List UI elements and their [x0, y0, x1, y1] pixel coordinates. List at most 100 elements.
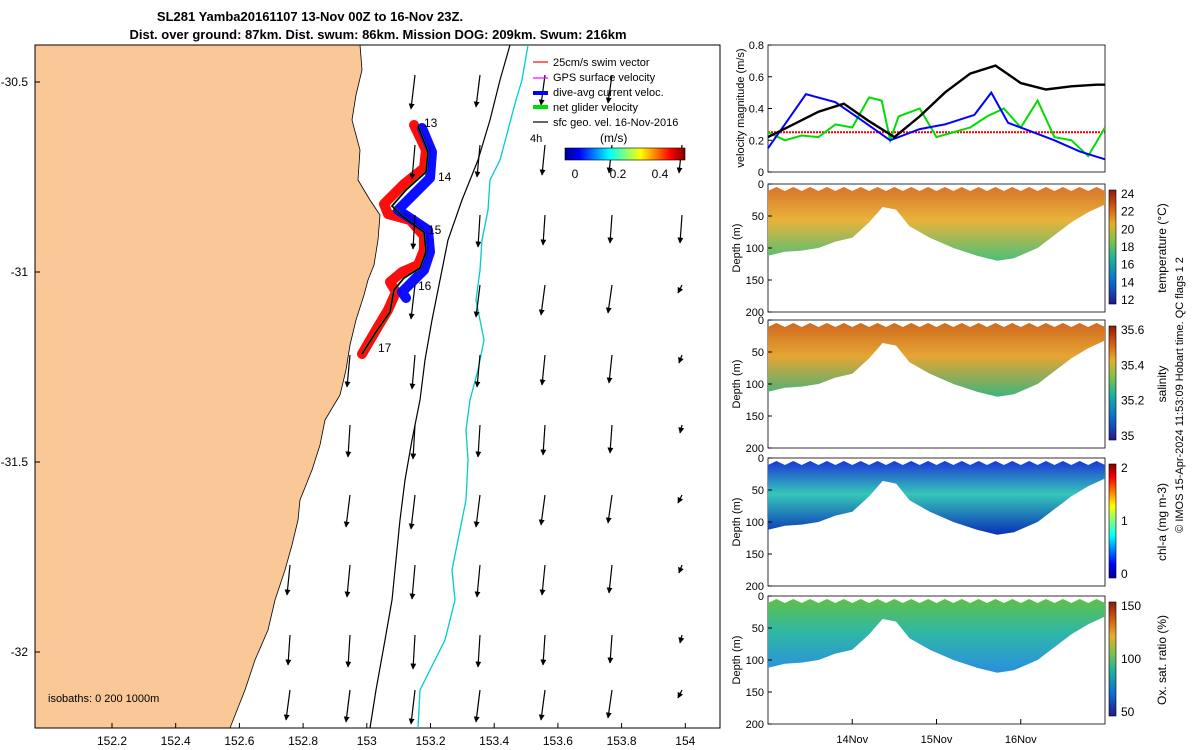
section-y-tick-label: 150 [746, 275, 764, 287]
legend-label-sfc-geo-velocity: sfc geo. vel. 16-Nov-2016 [553, 117, 678, 129]
section-panel: 0 50 100 150 200 Depth (m) 24 22 20 18 16 14 12 tempe… [731, 179, 1169, 319]
velocity-arrow [284, 564, 291, 596]
velocity-arrow [605, 74, 613, 104]
velocity-arrow [540, 424, 547, 456]
velocity-y-tick-label: 0.4 [749, 104, 764, 116]
velocity-arrow [677, 689, 684, 699]
velocity-arrow [408, 74, 416, 110]
lat-tick-label: -31.5 [1, 455, 29, 469]
lon-tick-label: 153.2 [415, 734, 445, 748]
lon-tick-label: 152.2 [97, 734, 127, 748]
lon-tick-label: 153.4 [479, 734, 509, 748]
colorbar-label: salinity [1155, 366, 1169, 403]
legend-label-swim-vector: 25cm/s swim vector [553, 57, 650, 69]
velocity-arrow [538, 689, 546, 721]
colorbar-tick-label: 1 [1121, 514, 1128, 528]
colorbar-tick-label: 150 [1121, 599, 1141, 613]
day-label-16: 16 [418, 279, 432, 293]
velocity-arrow [408, 284, 416, 320]
velocity-arrow [539, 144, 546, 176]
section-y-tick-label: 200 [746, 581, 764, 593]
velocity-arrow [344, 354, 351, 388]
velocity-arrow [473, 284, 481, 318]
credit-text: © IMOS 15-Apr-2024 11:53:09 Hobart time.… [1174, 257, 1186, 533]
colorbar-tick-label: 24 [1121, 187, 1135, 201]
velocity-y-tick-label: 0.6 [749, 72, 764, 84]
section-ylabel: Depth (m) [731, 636, 743, 685]
map-frame [34, 44, 721, 729]
section-y-tick-label: 50 [752, 211, 764, 223]
day-label-17: 17 [378, 341, 392, 355]
velocity-plot-frame [767, 44, 1106, 173]
surface-velocity-field [283, 74, 685, 725]
velocity-arrow [678, 564, 684, 574]
legend-label-gps-velocity: GPS surface velocity [553, 72, 656, 84]
section-colorbar [1108, 601, 1117, 717]
section-y-tick-label: 100 [746, 243, 764, 255]
velocity-arrow [474, 144, 481, 178]
section-colorbar [1108, 189, 1117, 305]
velocity-y-axis: 0 0.2 0.4 0.6 0.8 [749, 40, 772, 179]
glider-path [361, 125, 429, 355]
lon-tick-label: 152.8 [288, 734, 318, 748]
colorbar-tick-label: 50 [1121, 705, 1135, 719]
section-y-tick-label: 0 [758, 179, 764, 191]
velocity-arrow [409, 354, 416, 390]
velocity-arrow [410, 424, 417, 460]
section-colorbar [1108, 325, 1117, 441]
velocity-arrow [677, 284, 684, 294]
velocity-arrow [678, 634, 685, 644]
velocity-arrow [343, 494, 351, 528]
section-y-tick-label: 100 [746, 379, 764, 391]
lon-tick-label: 152.6 [224, 734, 254, 748]
colorbar-title: (m/s) [600, 131, 627, 145]
velocity-arrow [538, 284, 546, 316]
section-y-tick-label: 150 [746, 411, 764, 423]
velocity-arrow [473, 689, 481, 723]
colorbar-tick-label: 100 [1121, 652, 1141, 666]
velocity-arrow [475, 424, 482, 458]
section-y-tick-label: 100 [746, 517, 764, 529]
velocity-arrow [408, 689, 416, 725]
lat-tick-label: -31 [11, 265, 29, 279]
scale-label: 4h [530, 133, 542, 145]
section-y-tick-label: 100 [746, 655, 764, 667]
velocity-arrow [605, 284, 613, 314]
velocity-arrow [343, 689, 351, 723]
section-y-tick-label: 0 [758, 315, 764, 327]
velocity-arrow [285, 634, 292, 666]
velocity-arrow [607, 214, 614, 244]
velocity-arrow [473, 494, 481, 528]
velocity-arrow [607, 634, 614, 664]
section-y-tick-label: 150 [746, 549, 764, 561]
lon-tick-label: 153.8 [607, 734, 637, 748]
lon-tick-label: 153.6 [543, 734, 573, 748]
day-label-15: 15 [428, 223, 442, 237]
lat-tick-label: -30.5 [1, 75, 29, 89]
section-data-area [768, 461, 1105, 535]
velocity-arrow [605, 494, 613, 524]
velocity-arrow [409, 144, 416, 180]
velocity-arrow [678, 424, 685, 434]
velocity-arrow [344, 564, 351, 598]
velocity-arrow [538, 494, 546, 526]
colorbar-tick-label: 16 [1121, 258, 1135, 272]
time-axis: 14Nov 15Nov 16Nov [836, 719, 1037, 746]
velocity-arrow [473, 74, 481, 108]
current-vector-band [393, 123, 437, 303]
velocity-arrow [677, 494, 684, 504]
section-panel: 0 50 100 150 200 Depth (m) 35.6 35.4 35.2 35 salin… [731, 315, 1169, 455]
colorbar-tick-2: 0.4 [652, 167, 669, 181]
isobath-label: isobaths: 0 200 1000m [48, 693, 159, 705]
section-y-tick-label: 50 [752, 623, 764, 635]
section-y-tick-label: 50 [752, 347, 764, 359]
velocity-line [767, 64, 1105, 139]
velocity-arrow [606, 354, 613, 384]
map-legend: 25cm/s swim vector GPS surface velocity … [530, 57, 686, 181]
velocity-arrow [539, 564, 546, 596]
section-data-area [768, 187, 1105, 261]
colorbar-tick-label: 22 [1121, 205, 1135, 219]
section-ylabel: Depth (m) [731, 360, 743, 409]
